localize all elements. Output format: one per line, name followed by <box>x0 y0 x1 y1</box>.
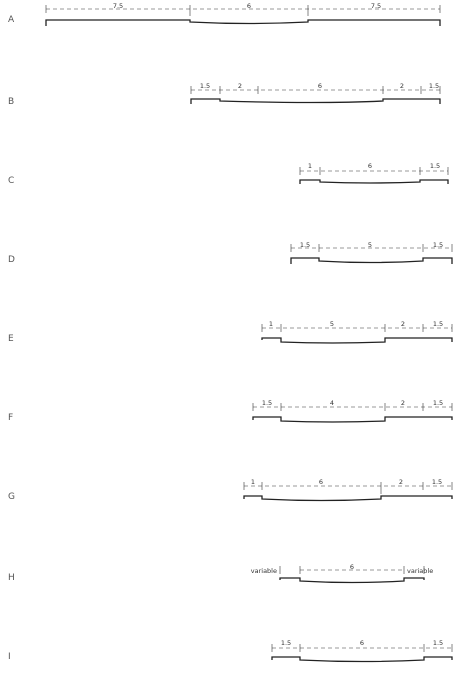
section-c: C 1 6 1.5 <box>8 162 449 186</box>
section-label: F <box>8 413 13 423</box>
section-i: I 1.5 6 1.5 <box>8 639 453 663</box>
dimension-label: 1.5 <box>200 82 210 90</box>
dimension-label: 1.5 <box>300 241 310 249</box>
road-profile <box>243 495 453 502</box>
dimension-label: 6 <box>319 478 323 486</box>
section-label: C <box>8 176 14 186</box>
dimension-label: 1.5 <box>432 478 442 486</box>
dimension-label: 6 <box>247 2 251 10</box>
dimension-label: 6 <box>368 162 372 170</box>
section-label: G <box>8 492 15 502</box>
dimension-label: 5 <box>368 241 372 249</box>
section-e: E 1 5 2 1.5 <box>8 320 453 344</box>
dimension-label: variable <box>251 567 277 575</box>
dimension-label: 1 <box>269 320 273 328</box>
dimension-label: 1.5 <box>262 399 272 407</box>
dimension-label: 1.5 <box>430 162 440 170</box>
dimension-label: 6 <box>360 639 364 647</box>
road-profile <box>290 257 453 264</box>
section-label: D <box>8 255 15 265</box>
road-profile <box>279 577 425 584</box>
road-profile <box>190 98 441 104</box>
section-d: D 1.5 5 1.5 <box>8 241 453 265</box>
dimension-label: 7.5 <box>371 2 381 10</box>
dimension-label: 1.5 <box>433 320 443 328</box>
dimension-label: 2 <box>401 320 405 328</box>
road-profile <box>299 179 449 184</box>
dimension-label: 2 <box>399 478 403 486</box>
road-profile <box>252 416 453 423</box>
dimension-label: 1.5 <box>433 241 443 249</box>
dimension-label: 6 <box>350 563 354 571</box>
dimension-label: 1.5 <box>281 639 291 647</box>
section-f: F 1.5 4 2 1.5 <box>8 399 453 423</box>
dimension-label: 1.5 <box>433 399 443 407</box>
road-profile <box>271 656 453 663</box>
dimension-label: 1.5 <box>433 639 443 647</box>
section-label: B <box>8 97 14 107</box>
section-b: B 1.5 2 6 2 1.5 <box>8 82 441 107</box>
dimension-label: 1 <box>251 478 255 486</box>
dimension-label: 5 <box>330 320 334 328</box>
section-h: H variable 6 variable <box>8 563 433 584</box>
dimension-label: 4 <box>330 399 334 407</box>
dimension-label: 2 <box>401 399 405 407</box>
dimension-label: 6 <box>318 82 322 90</box>
dimension-label: 7.5 <box>113 2 123 10</box>
section-g: G 1 6 2 1.5 <box>8 478 453 502</box>
section-label: H <box>8 573 15 583</box>
dimension-label: 1.5 <box>429 82 439 90</box>
section-label: I <box>8 652 11 662</box>
dimension-label: variable <box>407 567 433 575</box>
section-a: A 7.5 6 7.5 <box>8 2 441 26</box>
section-label: E <box>8 334 14 344</box>
dimension-label: 2 <box>400 82 404 90</box>
dimension-label: 2 <box>238 82 242 90</box>
road-profile <box>45 19 441 26</box>
road-profile <box>261 337 453 344</box>
section-label: A <box>8 15 15 25</box>
dimension-label: 1 <box>308 162 312 170</box>
